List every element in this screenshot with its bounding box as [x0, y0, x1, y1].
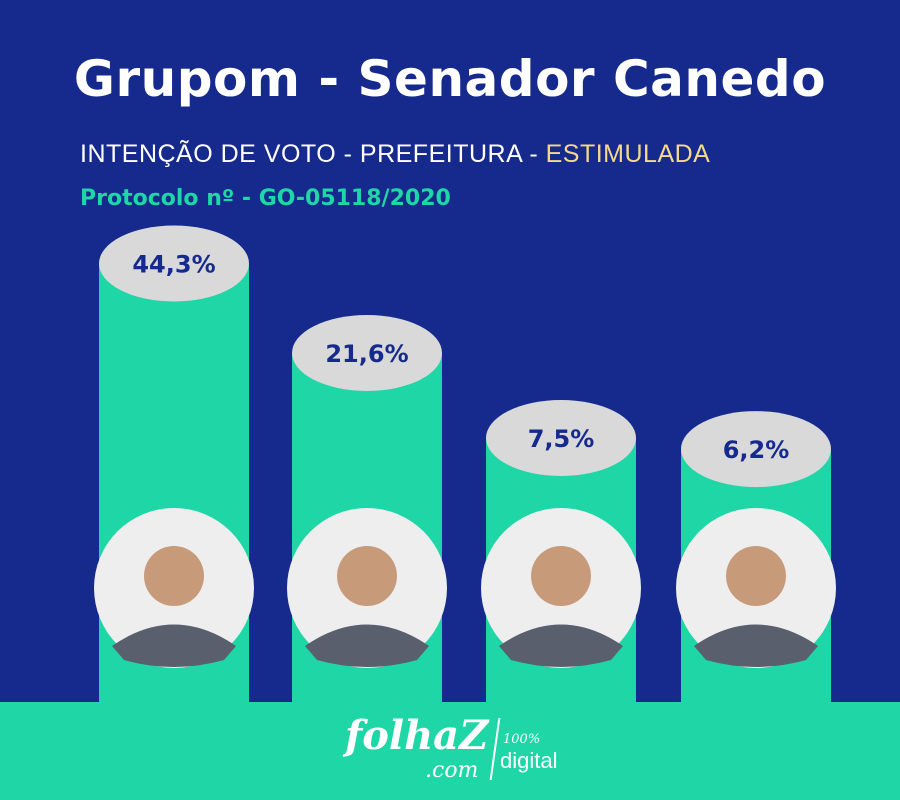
value-label-bubble-1	[99, 225, 249, 302]
value-label-1: 44,3%	[132, 250, 215, 278]
candidate-shoulders-4	[694, 624, 818, 667]
value-label-3: 7,5%	[528, 425, 595, 453]
subtitle-main: INTENÇÃO DE VOTO - PREFEITURA -	[80, 140, 546, 168]
candidate-face-3	[531, 546, 591, 606]
brand-tag-word: digital	[500, 748, 558, 773]
candidate-shoulders-2	[305, 624, 429, 667]
candidate-face-1	[144, 546, 204, 606]
page-title: Grupom - Senador Canedo	[73, 50, 827, 108]
bar-chart: 44,3% 21,6% 7,5% 6,2%	[94, 225, 836, 702]
candidate-face-4	[726, 546, 786, 606]
value-label-bubble-2	[292, 314, 442, 391]
brand-tag-number: 100%	[503, 732, 541, 747]
footer-bar: folhaZ .com 100% digital	[0, 702, 900, 800]
protocol-number: Protocolo nº - GO-05118/2020	[80, 186, 451, 211]
candidate-shoulders-1	[112, 624, 236, 667]
subtitle-highlight: ESTIMULADA	[545, 140, 711, 168]
value-label-4: 6,2%	[723, 436, 790, 464]
value-label-bubble-4	[681, 411, 831, 488]
brand-logo-domain: .com	[425, 758, 479, 783]
candidate-shoulders-3	[499, 624, 623, 667]
value-label-2: 21,6%	[325, 340, 408, 368]
brand-separator	[489, 718, 501, 780]
candidate-face-2	[337, 546, 397, 606]
value-label-bubble-3	[486, 400, 636, 477]
brand-logo-name: folhaZ	[345, 712, 489, 759]
chart-subtitle: INTENÇÃO DE VOTO - PREFEITURA - ESTIMULA…	[80, 140, 710, 169]
